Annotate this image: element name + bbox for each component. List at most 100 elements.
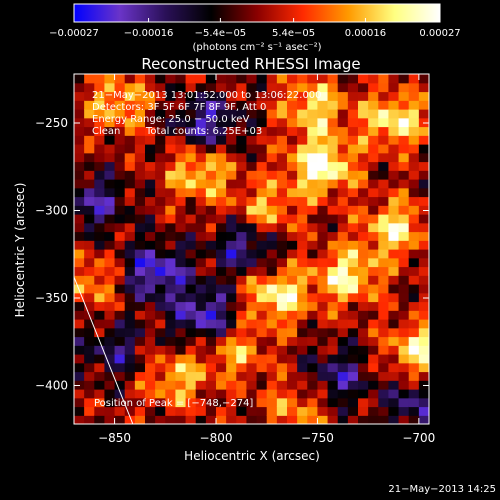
heatmap-cell [368, 100, 379, 110]
heatmap-cell [256, 152, 268, 163]
heatmap-cell [327, 327, 339, 338]
heatmap-cell [195, 170, 207, 180]
heatmap-cell [134, 266, 146, 276]
heatmap-cell [347, 371, 359, 381]
heatmap-cell [205, 152, 217, 163]
heatmap-cell [287, 354, 298, 364]
heatmap-cell [287, 345, 298, 355]
heatmap-cell [378, 362, 390, 373]
heatmap-cell [266, 152, 278, 163]
heatmap-cell [246, 284, 258, 294]
heatmap-cell [205, 336, 217, 346]
annotation-energy-range: Energy Range: 25.0 − 50.0 keV [92, 114, 249, 125]
heatmap-cell [145, 91, 156, 101]
heatmap-cell [307, 82, 319, 93]
heatmap-cell [124, 301, 136, 311]
heatmap-cell [368, 231, 379, 241]
heatmap-cell [195, 231, 207, 241]
heatmap-cell [307, 389, 319, 399]
heatmap-cell [104, 214, 116, 224]
heatmap-cell [398, 354, 410, 364]
heatmap-cell [185, 319, 197, 329]
heatmap-cell [175, 240, 187, 250]
heatmap-cell [165, 327, 177, 338]
heatmap-cell [368, 222, 379, 233]
heatmap-cell [155, 354, 166, 364]
heatmap-cell [307, 74, 319, 84]
heatmap-cell [165, 415, 177, 424]
heatmap-cell [378, 319, 390, 329]
heatmap-cell [165, 135, 177, 145]
heatmap-cell [94, 327, 106, 338]
heatmap-cell [216, 161, 227, 171]
heatmap-cell [388, 249, 400, 259]
heatmap-cell [165, 257, 177, 268]
heatmap-cell [327, 406, 339, 416]
heatmap-cell [74, 240, 85, 250]
heatmap-cell [155, 389, 166, 399]
heatmap-cell [297, 275, 308, 285]
heatmap-cell [358, 284, 369, 294]
heatmap-cell [287, 74, 298, 84]
heatmap-cell [358, 397, 369, 408]
heatmap-cell [134, 397, 146, 408]
heatmap-cell [307, 91, 319, 101]
heatmap-cell [165, 117, 177, 128]
heatmap-cell [124, 222, 136, 233]
heatmap-cell [94, 292, 106, 303]
heatmap-cell [84, 126, 95, 136]
heatmap-cell [226, 249, 237, 259]
heatmap-cell [216, 82, 227, 93]
heatmap-cell [165, 275, 177, 285]
x-axis-ticks: −850 −800 −750 −700 [98, 74, 435, 445]
heatmap-cell [84, 327, 95, 338]
heatmap-cell [155, 196, 166, 206]
heatmap-cell [124, 74, 136, 84]
heatmap-cell [175, 266, 187, 276]
heatmap-cell [358, 74, 369, 84]
heatmap-cell [145, 292, 156, 303]
heatmap-cell [398, 397, 410, 408]
heatmap-cell [368, 82, 379, 93]
heatmap-cell [347, 82, 359, 93]
heatmap-cell [145, 371, 156, 381]
heatmap-cell [388, 319, 400, 329]
heatmap-area [74, 74, 429, 424]
heatmap-cell [175, 249, 187, 259]
heatmap-cell [216, 336, 227, 346]
heatmap-cell [358, 240, 369, 250]
heatmap-cell [205, 117, 217, 128]
heatmap-cell [216, 91, 227, 101]
heatmap-cell [236, 327, 248, 338]
heatmap-cell [104, 152, 116, 163]
heatmap-cell [256, 257, 268, 268]
heatmap-cell [165, 397, 177, 408]
heatmap-cell [155, 187, 166, 198]
heatmap-cell [317, 284, 329, 294]
heatmap-cell [205, 319, 217, 329]
heatmap-cell [307, 109, 319, 119]
heatmap-cell [145, 284, 156, 294]
heatmap-cell [114, 179, 126, 189]
heatmap-cell [388, 371, 400, 381]
heatmap-cell [358, 187, 369, 198]
heatmap-cell [246, 196, 258, 206]
heatmap-cell [185, 380, 197, 390]
heatmap-cell [205, 249, 217, 259]
heatmap-cell [256, 301, 268, 311]
heatmap-cell [195, 74, 207, 84]
heatmap-cell [297, 74, 308, 84]
heatmap-cell [74, 257, 85, 268]
heatmap-cell [408, 144, 420, 154]
heatmap-cell [175, 205, 187, 215]
heatmap-cell [378, 292, 390, 303]
heatmap-cell [74, 249, 85, 259]
heatmap-cell [124, 310, 136, 320]
heatmap-cell [307, 362, 319, 373]
heatmap-cell [185, 354, 197, 364]
heatmap-cell [124, 100, 136, 110]
heatmap-cell [358, 319, 369, 329]
heatmap-cell [104, 397, 116, 408]
heatmap-cell [287, 336, 298, 346]
heatmap-cell [358, 126, 369, 136]
